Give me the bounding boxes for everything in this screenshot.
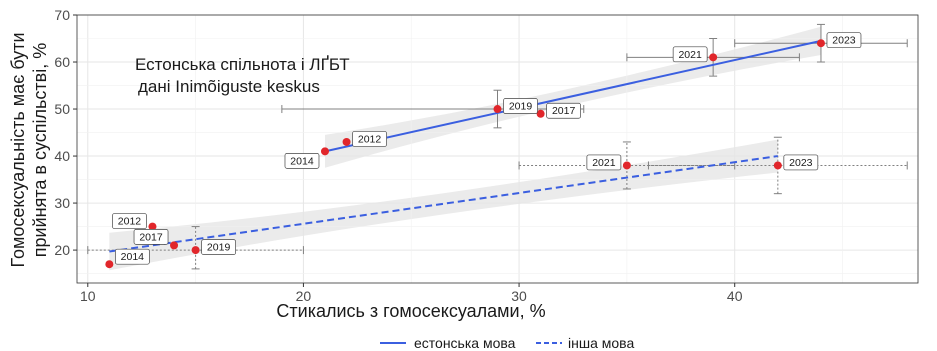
x-tick-label: 10: [80, 288, 96, 304]
data-point: [816, 39, 825, 48]
point-label-box: [503, 98, 538, 114]
point-label-box: [586, 154, 622, 171]
point-label-box: [352, 131, 387, 147]
point-label: 2014: [114, 248, 150, 265]
data-point: [622, 161, 631, 170]
point-label: 2014: [284, 153, 320, 169]
y-axis-title-line-1: Гомосексуальність має бути: [8, 32, 28, 267]
point-label: 2023: [783, 154, 819, 171]
data-point: [170, 241, 179, 250]
point-label-text: 2014: [121, 251, 145, 263]
legend-label-other: інша мова: [568, 335, 634, 351]
legend: естонська мова інша мова: [380, 335, 634, 351]
point-label-box: [826, 32, 862, 49]
data-point: [191, 246, 200, 255]
point-label-text: 2017: [139, 231, 163, 243]
data-point: [709, 53, 718, 62]
point-labels: 2014 2012 2019 2017 2021 2023 2014 2012 2017 2019…: [112, 32, 862, 265]
data-point: [148, 222, 157, 231]
point-label: 2021: [672, 46, 708, 63]
y-tick-label: 40: [54, 148, 70, 164]
point-label-text: 2017: [552, 105, 576, 117]
data-point: [320, 147, 329, 156]
point-label-text: 2019: [509, 101, 533, 113]
point-label-text: 2014: [290, 155, 314, 167]
point-label-text: 2019: [207, 242, 231, 254]
point-label: 2017: [546, 102, 581, 119]
x-tick-label: 40: [727, 288, 743, 304]
annotation-line-2: дані Inimõiguste keskus: [138, 77, 320, 96]
point-label: 2023: [826, 32, 862, 49]
point-label-box: [783, 154, 819, 171]
x-axis-title: Стикались з гомосексуалами, %: [276, 301, 545, 321]
point-label: 2012: [352, 131, 387, 147]
point-label-text: 2021: [678, 49, 702, 61]
confidence-band: [109, 139, 778, 271]
trend-line: [324, 39, 822, 153]
y-tick-label: 50: [54, 101, 70, 117]
x-tick-label: 20: [296, 288, 312, 304]
point-label-box: [133, 229, 169, 245]
point-label: 2021: [586, 154, 622, 171]
plot-panel-border: [76, 14, 919, 284]
legend-label-estonian: естонська мова: [414, 335, 516, 351]
point-label-box: [112, 213, 147, 229]
y-axis-title-line-2: прийнята в суспільстві, %: [30, 43, 50, 257]
point-label: 2019: [503, 98, 538, 114]
axis-ticks: 10 20 30 40 20 30 40 50 60 70: [54, 7, 742, 304]
point-label-box: [672, 46, 708, 63]
point-label-box: [201, 239, 236, 255]
point-label: 2019: [201, 239, 236, 255]
point-label-text: 2023: [832, 35, 856, 47]
data-point: [773, 161, 782, 170]
point-label-text: 2023: [789, 157, 813, 169]
point-label-box: [114, 248, 150, 265]
trend-lines: [109, 39, 822, 253]
data-point: [536, 109, 545, 118]
y-tick-label: 70: [54, 7, 70, 23]
point-label-box: [284, 153, 320, 169]
point-label: 2012: [112, 213, 147, 229]
data-point: [105, 260, 114, 269]
data-point: [342, 137, 351, 146]
point-label-text: 2012: [358, 133, 382, 145]
point-label: 2017: [133, 229, 169, 245]
annotation-line-1: Естонська спільнота і ЛҐБТ: [135, 55, 350, 74]
point-label-text: 2021: [592, 157, 616, 169]
point-label-text: 2012: [118, 216, 142, 228]
trend-line: [109, 155, 778, 253]
y-tick-label: 30: [54, 195, 70, 211]
y-tick-label: 20: [54, 242, 70, 258]
data-points: [105, 39, 825, 269]
point-label-box: [546, 102, 581, 119]
data-point: [493, 105, 502, 114]
x-tick-label: 30: [511, 288, 527, 304]
y-tick-label: 60: [54, 54, 70, 70]
